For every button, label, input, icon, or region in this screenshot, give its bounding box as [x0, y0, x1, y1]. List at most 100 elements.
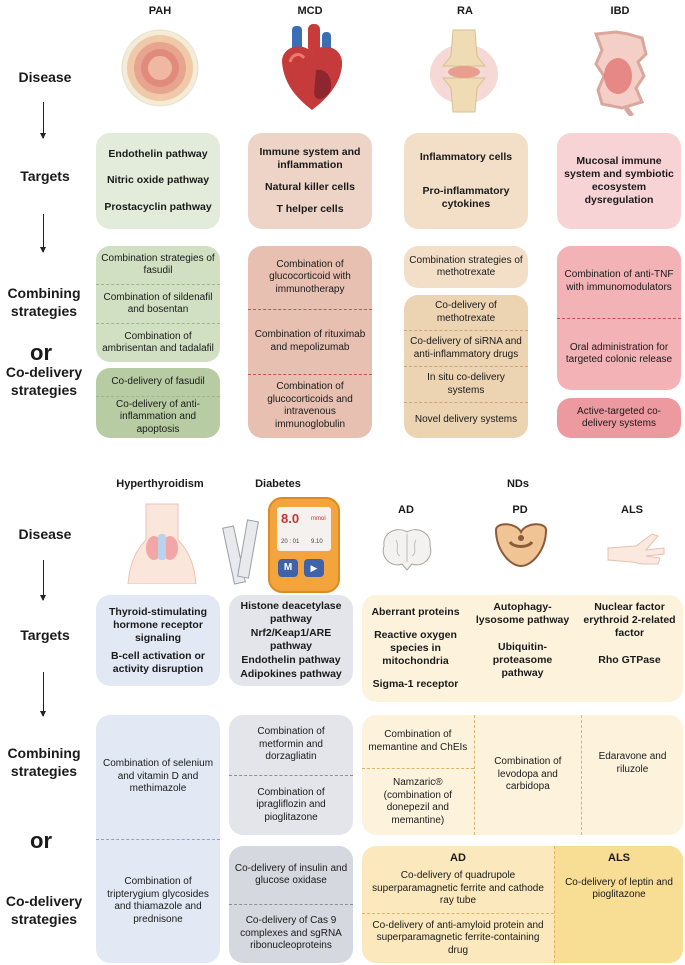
column-title-pah: PAH [148, 5, 172, 17]
strategy-item: Combination of selenium and vitamin D an… [102, 758, 214, 794]
nds-combining-box: Combination of memantine and ChEIs Namza… [362, 715, 683, 835]
strategy-item: Combination of memantine and ChEIs [368, 729, 468, 753]
strategy-item: Combination of ambrisentan and tadalafil [96, 323, 220, 362]
subcolumn-title-ad: AD [398, 504, 414, 516]
strategy-item: Novel delivery systems [404, 402, 528, 438]
ra-codelivery-box: Co-delivery of methotrexate Co-delivery … [404, 295, 528, 438]
target-item: Prostacyclin pathway [104, 201, 212, 214]
flow-arrow [40, 672, 46, 717]
pah-targets-box: Endothelin pathway Nitric oxide pathway … [96, 133, 220, 229]
als-combining: Edaravone and riluzole [580, 715, 683, 835]
flow-arrow [40, 214, 46, 253]
target-item: Pro-inflammatory cytokines [422, 184, 510, 210]
strategy-item: Active-targeted co-delivery systems [577, 405, 661, 430]
meter-unit: mmol [311, 516, 326, 522]
target-item: Adipokines pathway [240, 668, 342, 681]
pd-combining: Combination of levodopa and carbidopa [473, 715, 581, 835]
strategy-item: Co-delivery of Cas 9 complexes and sgRNA… [229, 904, 353, 963]
row-label-targets: Targets [20, 168, 70, 184]
column-title-ibd: IBD [610, 5, 630, 17]
target-item: Endothelin pathway [241, 654, 341, 667]
strategy-item: Co-delivery of fasudil [111, 375, 205, 387]
strategy-item: Combination of ipragliflozin and pioglit… [229, 774, 353, 836]
target-item: Histone deacetylase pathway [240, 599, 342, 625]
row-label-targets: Targets [20, 627, 70, 643]
mcd-targets-box: Immune system and inflammation Natural k… [248, 133, 372, 229]
target-item: B-cell activation or activity disruption [111, 649, 205, 675]
or-label: or [30, 828, 52, 853]
target-item: Mucosal immune system and symbiotic ecos… [564, 155, 674, 206]
strategy-item: Combination of levodopa and carbidopa [494, 756, 562, 793]
meter-m-button[interactable]: M [278, 559, 298, 577]
ibd-targets-box: Mucosal immune system and symbiotic ecos… [557, 133, 681, 229]
strategy-item: Co-delivery of methotrexate [435, 300, 497, 324]
codelivery-als-title: ALS [608, 852, 630, 864]
test-strips-icon [222, 518, 259, 586]
als-codelivery: ALS Co-delivery of leptin and pioglitazo… [554, 846, 683, 963]
target-item: Thyroid-stimulating hormone receptor sig… [109, 605, 207, 644]
strategy-item: Edaravone and riluzole [598, 751, 667, 775]
hand-icon [607, 533, 665, 565]
strategy-item: Oral administration for targeted colonic… [557, 317, 681, 391]
knee-joint-icon [430, 29, 498, 113]
diabetes-combining-box: Combination of metformin and dorzagliati… [229, 715, 353, 835]
hyperthyroidism-targets-box: Thyroid-stimulating hormone receptor sig… [96, 595, 220, 686]
ibd-codelivery-box: Active-targeted co-delivery systems [557, 398, 681, 438]
glucose-meter: 8.0 mmol 20 : 01 9.10 M ▶ [268, 497, 340, 593]
ad-targets: Aberrant proteins Reactive oxygen specie… [362, 595, 469, 702]
column-title-diabetes: Diabetes [255, 478, 301, 490]
column-title-mcd: MCD [297, 5, 323, 17]
strategy-item: Combination strategies of fasudil [101, 252, 215, 277]
target-item: T helper cells [276, 203, 344, 216]
pd-targets: Autophagy-lysosome pathway Ubiquitin-pro… [469, 595, 576, 702]
ad-codelivery: AD Co-delivery of quadrupole superparama… [362, 846, 554, 963]
strategy-item: Co-delivery of siRNA and anti-inflammato… [404, 330, 528, 366]
target-item: Autophagy-lysosome pathway [475, 601, 570, 626]
flow-arrow [40, 560, 46, 601]
strategy-item: Combination of glucocorticoid with immun… [269, 258, 351, 295]
strategy-item: Co-delivery of insulin and glucose oxida… [234, 862, 348, 887]
meter-time-right: 9.10 [311, 539, 323, 545]
row-label-codelivery: Co-delivery strategies [5, 364, 83, 398]
target-item: Reactive oxygen species in mitochondria [374, 629, 457, 667]
target-item: Sigma-1 receptor [372, 678, 459, 690]
target-item: Nitric oxide pathway [106, 174, 210, 187]
ibd-combining-box: Combination of anti-TNF with immunomodul… [557, 246, 681, 390]
strategy-item: Combination of glucocorticoids and intra… [248, 373, 372, 438]
target-item: Endothelin pathway [108, 147, 208, 160]
strategy-item: Combination of anti-TNF with immunomodul… [564, 269, 674, 293]
ra-combining-box: Combination strategies of methotrexate [404, 246, 528, 288]
pah-combining-box: Combination strategies of fasudil Combin… [96, 246, 220, 362]
midbrain-icon [494, 523, 548, 568]
ad-combining: Combination of memantine and ChEIs Namza… [362, 715, 474, 835]
strategy-item: Co-delivery of anti-inflammation and apo… [96, 395, 220, 439]
target-item: Aberrant proteins [371, 606, 460, 618]
codelivery-ad-title: AD [450, 852, 466, 864]
column-title-ra: RA [457, 5, 473, 17]
nds-targets-box: Aberrant proteins Reactive oxygen specie… [362, 595, 683, 702]
blood-vessel-icon [121, 29, 199, 107]
strategy-item: Combination strategies of methotrexate [409, 254, 523, 279]
hyperthyroidism-strategies-box: Combination of selenium and vitamin D an… [96, 715, 220, 963]
strategy-item: Combination of metformin and dorzagliati… [257, 726, 325, 762]
intestine-icon [593, 30, 648, 116]
subcolumn-title-pd: PD [512, 504, 528, 516]
thyroid-neck-icon [127, 503, 197, 584]
column-title-hyperthyroidism: Hyperthyroidism [116, 478, 204, 490]
strategy-item: Combination of rituximab and mepolizumab [248, 309, 372, 373]
row-label-combining: Combining strategies [7, 285, 81, 319]
strategy-item: Co-delivery of anti-amyloid protein and … [362, 913, 554, 963]
meter-value: 8.0 [281, 511, 300, 526]
diabetes-targets-box: Histone deacetylase pathway Nrf2/Keap1/A… [229, 595, 353, 686]
strategy-item: Co-delivery of quadrupole superparamagne… [372, 870, 544, 907]
column-title-nds: NDs [506, 478, 529, 490]
subcolumn-title-als: ALS [621, 504, 643, 516]
als-targets: Nuclear factor erythroid 2-related facto… [576, 595, 683, 702]
target-item: Nrf2/Keap1/ARE pathway [250, 626, 332, 652]
diabetes-codelivery-box: Co-delivery of insulin and glucose oxida… [229, 846, 353, 963]
row-label-combining: Combining strategies [7, 745, 81, 779]
row-label-disease: Disease [18, 69, 72, 85]
meter-play-button[interactable]: ▶ [304, 559, 324, 577]
heart-icon [282, 24, 343, 110]
nds-codelivery-box: AD Co-delivery of quadrupole superparama… [362, 846, 683, 963]
